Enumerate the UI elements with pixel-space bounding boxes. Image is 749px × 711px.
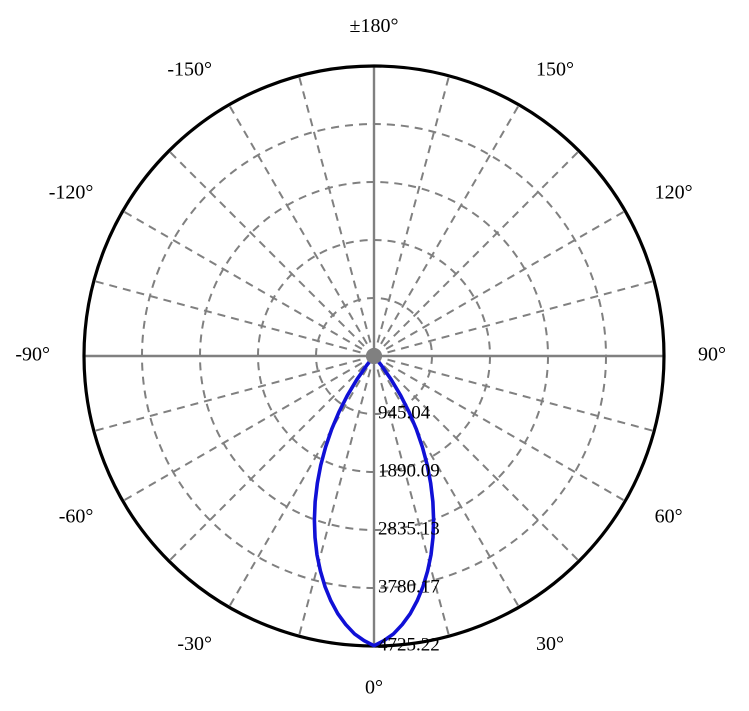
angle-label: 0° <box>365 677 383 699</box>
radial-label: 4725.22 <box>378 634 440 655</box>
radial-label: 945.04 <box>378 402 431 423</box>
angle-label: -60° <box>59 506 94 528</box>
angle-label: 90° <box>698 344 726 366</box>
angle-label: -90° <box>15 344 50 366</box>
angle-label: 150° <box>536 58 574 80</box>
angle-label: 30° <box>536 633 564 655</box>
center-dot <box>366 348 382 364</box>
angle-label: -120° <box>49 182 94 204</box>
angle-label: 60° <box>655 506 683 528</box>
radial-label: 3780.17 <box>378 576 440 597</box>
angle-label: ±180° <box>350 15 399 37</box>
angle-label: -150° <box>167 58 212 80</box>
angle-label: 120° <box>655 182 693 204</box>
radial-label: 1890.09 <box>378 460 440 481</box>
angle-label: -30° <box>177 633 212 655</box>
polar-chart: 945.04 1890.09 2835.13 3780.17 4725.22 0° 30° 6… <box>0 0 749 711</box>
radial-label: 2835.13 <box>378 518 440 539</box>
